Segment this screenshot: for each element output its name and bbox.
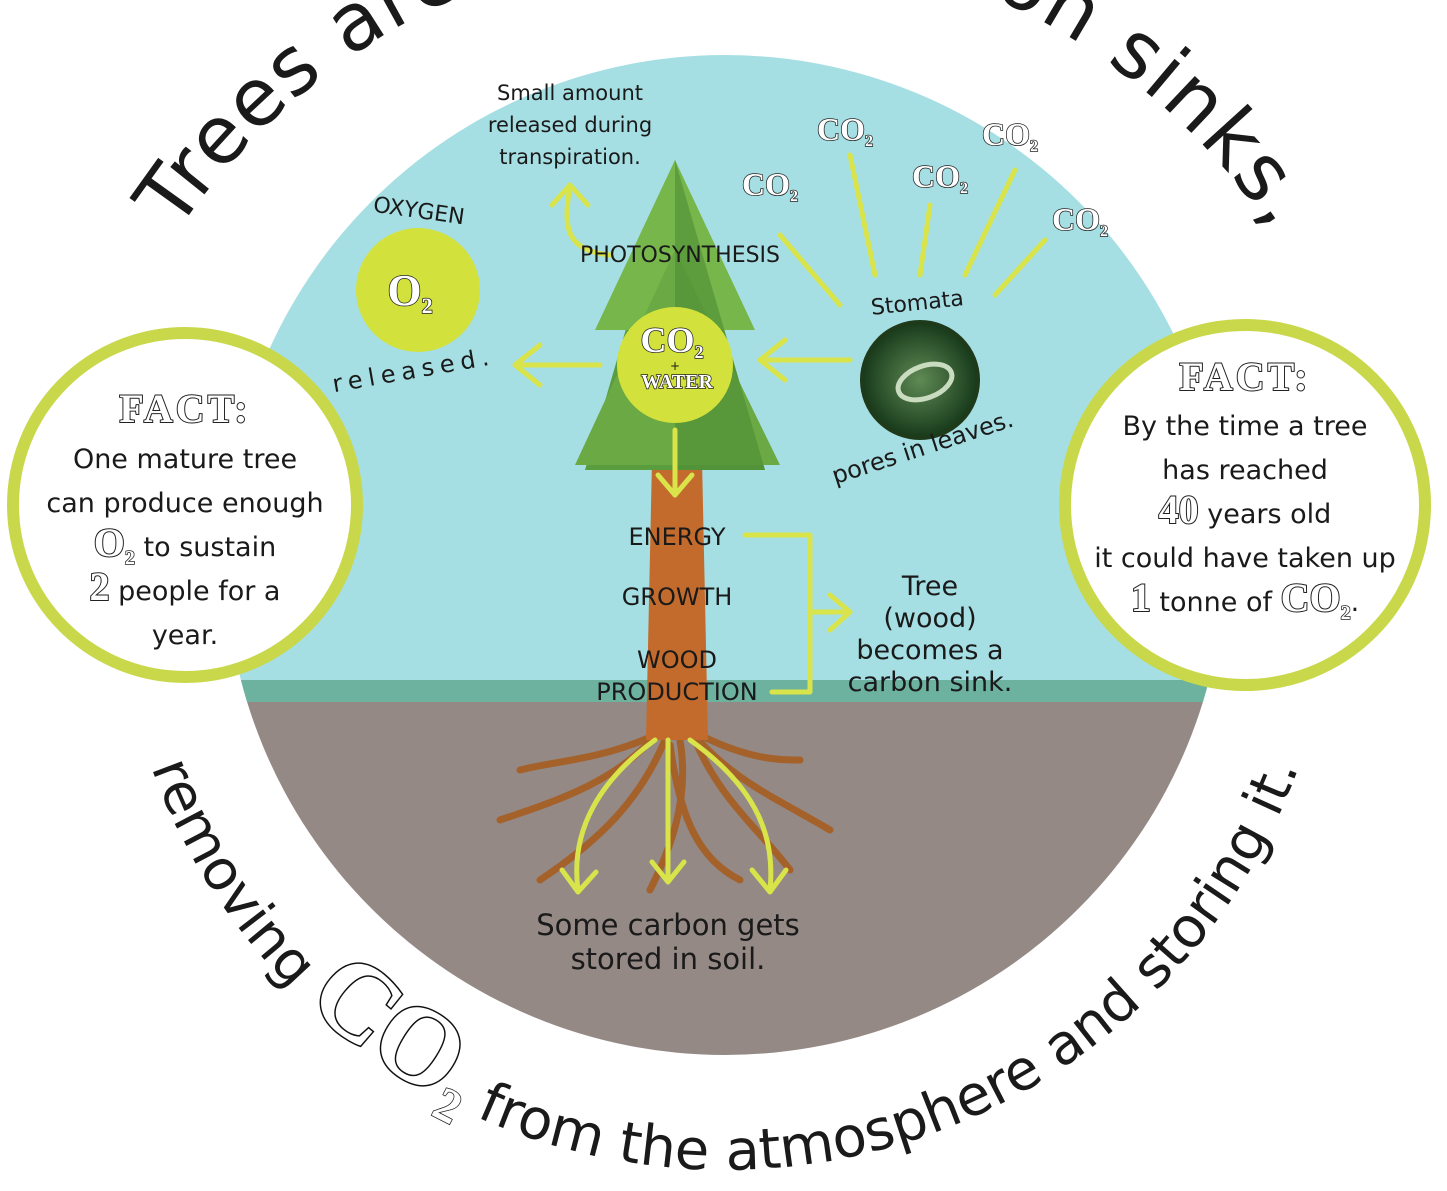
co2-co: CO [912, 158, 960, 194]
transpiration-line: transpiration. [499, 145, 641, 169]
fact-line: 2 people for a [90, 564, 281, 609]
fact-line: One mature tree [73, 444, 297, 475]
process-label: GROWTH [622, 583, 733, 611]
fact-segment: years old [1199, 499, 1332, 530]
fact-line: can produce enough [46, 488, 323, 519]
sink-line: carbon sink. [848, 667, 1013, 698]
co2-label: CO2 [817, 111, 873, 150]
center-sub: 2 [695, 342, 704, 362]
oxygen-o: O [387, 266, 421, 315]
fact-line: 40 years old [1159, 487, 1332, 532]
soil-line: stored in soil. [571, 942, 766, 976]
oxygen-sub: 2 [422, 293, 433, 318]
stomata-pore [895, 361, 955, 403]
co2-sub: 2 [1030, 138, 1038, 155]
fact-left-circle [7, 327, 363, 683]
co2-label: CO2 [1052, 201, 1108, 240]
fact-segment: 2 [1341, 602, 1351, 624]
sink-line: becomes a [856, 635, 1003, 666]
fact-line: O2 to sustain [94, 520, 276, 569]
photosynthesis: PHOTOSYNTHESIS [580, 243, 780, 268]
co2-co: CO [817, 111, 865, 147]
co2-label: CO2 [742, 166, 798, 205]
co2-co: CO [742, 166, 790, 202]
co2-sub: 2 [1100, 223, 1108, 240]
co2-label: CO2 [912, 158, 968, 197]
fact-segment: has reached [1162, 455, 1328, 486]
fact-segment: it could have taken up [1094, 543, 1396, 574]
oxygen-symbol: O2 [387, 266, 432, 318]
fact-segment: can produce enough [46, 488, 323, 519]
fact-line: it could have taken up [1094, 543, 1396, 574]
sink-line: (wood) [883, 603, 976, 634]
fact-line: 1 tonne of CO2. [1131, 575, 1359, 624]
fact-line: By the time a tree [1122, 411, 1367, 442]
sink-line: Tree [901, 571, 958, 602]
fact-segment: . [1351, 587, 1360, 618]
process-label: ENERGY [628, 523, 725, 551]
soil-line: Some carbon gets [536, 908, 800, 942]
center-co2: CO2 [641, 320, 704, 362]
co2-sub: 2 [960, 180, 968, 197]
stomata-circle [860, 320, 980, 440]
trunk [646, 460, 708, 740]
fact-segment: O [94, 520, 125, 565]
oxygen-circle [356, 228, 480, 352]
fact-segment: 2 [90, 564, 110, 609]
transpiration-line: released during [488, 113, 652, 137]
center-water: WATER [641, 371, 713, 393]
co2-sub: 2 [865, 133, 873, 150]
fact-right-circle [1059, 319, 1431, 691]
fact-segment: 40 [1159, 487, 1199, 532]
co2-label: CO2 [982, 116, 1038, 155]
process-label: PRODUCTION [596, 678, 757, 706]
center-circle [617, 307, 733, 423]
center-plus: + [670, 359, 680, 373]
transpiration-line: Small amount [497, 81, 643, 105]
co2-sub: 2 [790, 188, 798, 205]
process-label: WOOD [637, 646, 717, 674]
fact-segment: By the time a tree [1122, 411, 1367, 442]
arrows [512, 152, 1048, 895]
fact-segment: tonne of [1151, 587, 1281, 618]
fact-segment: CO [1281, 575, 1341, 620]
fact-heading: FACT: [119, 386, 250, 431]
fact-segment: to sustain [135, 532, 276, 563]
co2-co: CO [1052, 201, 1100, 237]
fact-segment: 2 [125, 547, 135, 569]
fact-heading: FACT: [1179, 354, 1310, 399]
center-co: CO [641, 320, 695, 360]
fact-segment: 1 [1131, 575, 1151, 620]
fact-segment: people for a [110, 576, 281, 607]
fact-line: year. [152, 620, 218, 651]
fact-segment: year. [152, 620, 218, 651]
fact-line: has reached [1162, 455, 1328, 486]
roots [496, 726, 834, 894]
co2-co: CO [982, 116, 1030, 152]
fact-segment: One mature tree [73, 444, 297, 475]
